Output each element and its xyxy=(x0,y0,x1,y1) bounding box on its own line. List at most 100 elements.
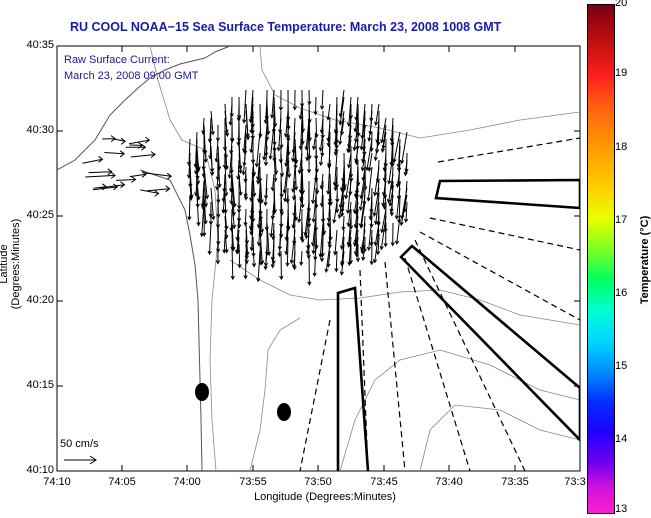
current-vector xyxy=(355,244,361,263)
current-vector xyxy=(224,110,230,138)
current-vector xyxy=(263,145,269,167)
current-vector xyxy=(375,236,381,256)
current-vector xyxy=(339,117,345,136)
current-vector xyxy=(279,250,284,281)
current-vector xyxy=(268,124,275,160)
current-vector xyxy=(249,131,254,154)
current-vector xyxy=(311,173,317,205)
current-vector xyxy=(210,187,216,221)
bathymetry-contour xyxy=(249,317,301,471)
current-vector xyxy=(279,131,284,149)
current-vector xyxy=(227,145,233,179)
x-tick-label: 73:45 xyxy=(370,476,398,488)
colorbar-tick: 18 xyxy=(615,141,628,153)
current-vector xyxy=(299,250,304,267)
legend-line-1: Raw Surface Current: xyxy=(64,54,170,66)
current-vector xyxy=(348,243,353,265)
map-title: RU COOL NOAA−15 Sea Surface Temperature:… xyxy=(70,20,502,34)
current-vector xyxy=(256,159,261,185)
current-vector xyxy=(92,183,119,191)
colorbar-tick: 20 xyxy=(615,0,628,9)
current-vector xyxy=(99,181,126,189)
current-vector xyxy=(104,150,126,158)
scale-arrow xyxy=(64,455,97,465)
current-vector xyxy=(380,208,387,234)
current-vector xyxy=(394,187,401,220)
y-tick-label: 40:20 xyxy=(26,294,54,306)
current-vector xyxy=(381,180,387,197)
current-vector xyxy=(353,222,359,248)
y-axis-label: Latitude (Degrees:Minutes) xyxy=(0,218,22,310)
current-vector xyxy=(367,117,373,142)
current-vector xyxy=(263,250,269,268)
current-vector xyxy=(112,137,127,145)
colorbar-label: Temperature (°C) xyxy=(639,215,651,305)
current-vector xyxy=(318,131,324,152)
current-vector xyxy=(311,131,317,151)
current-vector xyxy=(128,136,151,145)
bathymetry-contour xyxy=(149,46,219,471)
current-vector xyxy=(203,138,208,164)
x-tick-label: 73:55 xyxy=(239,476,267,488)
current-vector xyxy=(230,243,235,281)
current-vector xyxy=(379,215,387,251)
current-vector xyxy=(222,236,227,254)
current-vector xyxy=(319,117,325,135)
current-vector xyxy=(210,110,215,136)
current-vector xyxy=(318,145,324,167)
current-vector xyxy=(290,131,296,163)
bathymetry-contour xyxy=(229,259,580,326)
current-vector xyxy=(372,229,380,264)
current-vector xyxy=(326,250,331,268)
current-vector xyxy=(306,152,312,174)
current-vector xyxy=(297,152,303,175)
current-vector xyxy=(215,173,220,191)
shipping-lane-dashes xyxy=(299,137,580,471)
current-vector xyxy=(243,250,248,280)
current-vector xyxy=(347,138,352,154)
current-vector xyxy=(273,152,278,183)
current-vector xyxy=(324,243,331,274)
current-vector xyxy=(386,173,394,204)
current-vector xyxy=(319,236,325,263)
current-vector xyxy=(276,117,282,152)
channel-outlines xyxy=(336,178,580,471)
current-vector xyxy=(102,135,116,142)
current-vector xyxy=(270,243,275,262)
current-vector xyxy=(147,185,171,193)
current-vector xyxy=(289,229,296,265)
current-vector xyxy=(340,201,345,218)
current-vector xyxy=(312,243,317,278)
current-vector xyxy=(142,172,173,180)
current-vector xyxy=(311,194,317,223)
current-vector xyxy=(210,152,215,173)
current-vector xyxy=(332,201,338,224)
current-vector xyxy=(326,103,331,121)
current-vector xyxy=(352,124,359,152)
current-vector xyxy=(263,187,268,207)
current-vector xyxy=(341,215,346,231)
current-vector xyxy=(215,229,221,265)
current-vector xyxy=(337,187,345,219)
current-vector xyxy=(237,243,242,269)
x-tick-label: 73:3 xyxy=(564,476,586,488)
x-axis-label: Longitude (Degrees:Minutes) xyxy=(254,491,396,503)
current-vector xyxy=(392,131,401,164)
scale-label: 50 cm/s xyxy=(60,438,99,450)
current-vector xyxy=(187,194,192,221)
current-vector xyxy=(129,142,144,149)
current-vector xyxy=(344,166,352,200)
current-vectors xyxy=(82,89,409,286)
current-vector xyxy=(307,250,312,286)
current-vector xyxy=(243,208,248,227)
current-vector xyxy=(367,152,373,172)
bathymetry-contour xyxy=(419,404,580,471)
current-vector xyxy=(399,194,408,227)
current-vector xyxy=(387,152,394,185)
current-vector xyxy=(270,89,275,119)
current-vector xyxy=(359,201,366,229)
current-vector xyxy=(231,201,237,230)
current-vector xyxy=(403,159,408,177)
x-tick-label: 73:35 xyxy=(501,476,529,488)
